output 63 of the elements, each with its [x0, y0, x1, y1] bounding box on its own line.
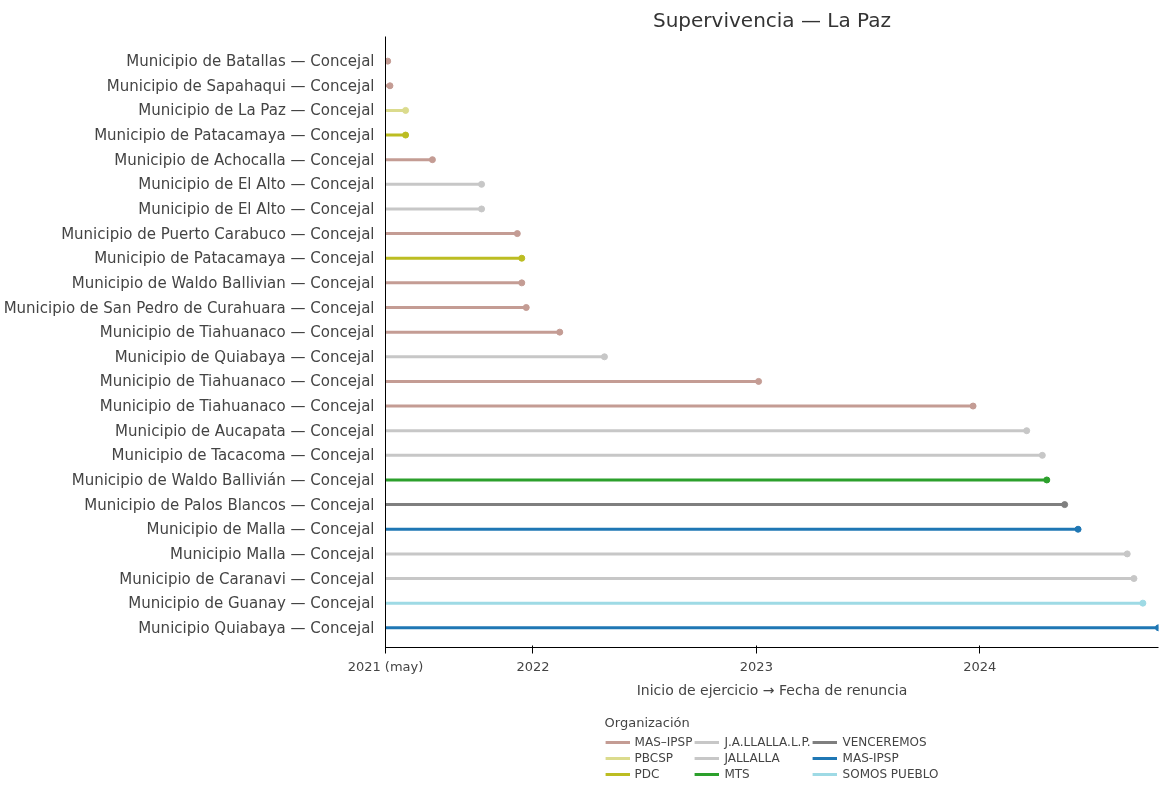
- point: [402, 106, 410, 114]
- y-tick-label: Municipio de Palos Blancos — Concejal: [84, 495, 375, 514]
- point: [755, 377, 763, 385]
- y-tick-label: Municipio Malla — Concejal: [169, 544, 375, 563]
- y-tick-label: Municipio de Tiahuanaco — Concejal: [99, 323, 375, 342]
- x-tick-label: 2024: [963, 658, 997, 674]
- legend-label: VENCEREMOS: [842, 734, 927, 749]
- y-tick-label: Municipio de El Alto — Concejal: [138, 199, 375, 218]
- point: [513, 230, 521, 238]
- y-tick-label: Municipio de La Paz — Concejal: [138, 101, 375, 120]
- point: [1130, 575, 1138, 583]
- legend-label: PBCSP: [634, 750, 674, 765]
- legend-label: J.A.LLALLA.L.P.: [724, 734, 811, 749]
- y-tick-label: Municipio de San Pedro de Curahuara — Concejal: [3, 298, 375, 317]
- point: [1043, 476, 1051, 484]
- chart-title: Supervivencia — La Paz: [653, 7, 891, 32]
- y-tick-label: Municipio de Achocalla — Concejal: [114, 150, 375, 169]
- legend-label: JALLALLA: [724, 750, 780, 765]
- x-tick-label: 2023: [739, 658, 773, 674]
- y-tick-label: Municipio de Caranavi — Concejal: [119, 569, 375, 588]
- point: [522, 304, 530, 311]
- y-tick-label: Municipio Quiabaya — Concejal: [138, 618, 375, 637]
- x-tick-label: 2022: [516, 658, 550, 674]
- y-tick-label: Municipio de Waldo Ballivián — Concejal: [71, 470, 375, 489]
- y-tick-label: Municipio de Patacamaya — Concejal: [94, 126, 375, 145]
- point: [1038, 451, 1046, 459]
- legend-label: MAS–IPSP: [634, 734, 693, 749]
- legend-label: PDC: [634, 766, 660, 781]
- point: [600, 353, 608, 361]
- point: [1061, 501, 1069, 509]
- y-tick-label: Municipio de Sapahaqui — Concejal: [106, 76, 375, 95]
- y-tick-label: Municipio de Malla — Concejal: [146, 520, 375, 539]
- y-tick-label: Municipio de Tacacoma — Concejal: [111, 446, 375, 465]
- point: [1074, 525, 1082, 533]
- y-tick-label: Municipio de Guanay — Concejal: [128, 594, 375, 613]
- point: [518, 254, 526, 262]
- point: [1023, 427, 1031, 435]
- y-tick-label: Municipio de El Alto — Concejal: [138, 175, 375, 194]
- y-tick-label: Municipio de Tiahuanaco — Concejal: [99, 372, 375, 391]
- x-axis-title: Inicio de ejercicio → Fecha de renuncia: [636, 681, 908, 698]
- point: [1139, 599, 1147, 607]
- x-tick-label: 2021 (may): [347, 658, 424, 674]
- y-tick-label: Municipio de Patacamaya — Concejal: [94, 249, 375, 268]
- y-tick-label: Municipio de Aucapata — Concejal: [115, 421, 375, 440]
- point: [428, 156, 436, 164]
- legend-label: SOMOS PUEBLO: [842, 766, 939, 781]
- point: [478, 180, 486, 188]
- point: [518, 279, 526, 287]
- legend-label: MAS-IPSP: [842, 750, 899, 765]
- point: [478, 205, 486, 213]
- point: [556, 328, 564, 336]
- legend-label: MTS: [724, 766, 750, 781]
- point: [969, 402, 977, 410]
- y-tick-label: Municipio de Tiahuanaco — Concejal: [99, 397, 375, 416]
- y-tick-label: Municipio de Batallas — Concejal: [126, 52, 375, 71]
- y-tick-label: Municipio de Waldo Ballivian — Concejal: [71, 273, 375, 292]
- point: [386, 82, 394, 90]
- point: [385, 57, 392, 65]
- legend-title: Organización: [604, 714, 691, 730]
- point: [1123, 550, 1131, 558]
- point: [402, 131, 410, 139]
- y-tick-label: Municipio de Quiabaya — Concejal: [114, 347, 375, 366]
- y-tick-label: Municipio de Puerto Carabuco — Concejal: [61, 224, 375, 243]
